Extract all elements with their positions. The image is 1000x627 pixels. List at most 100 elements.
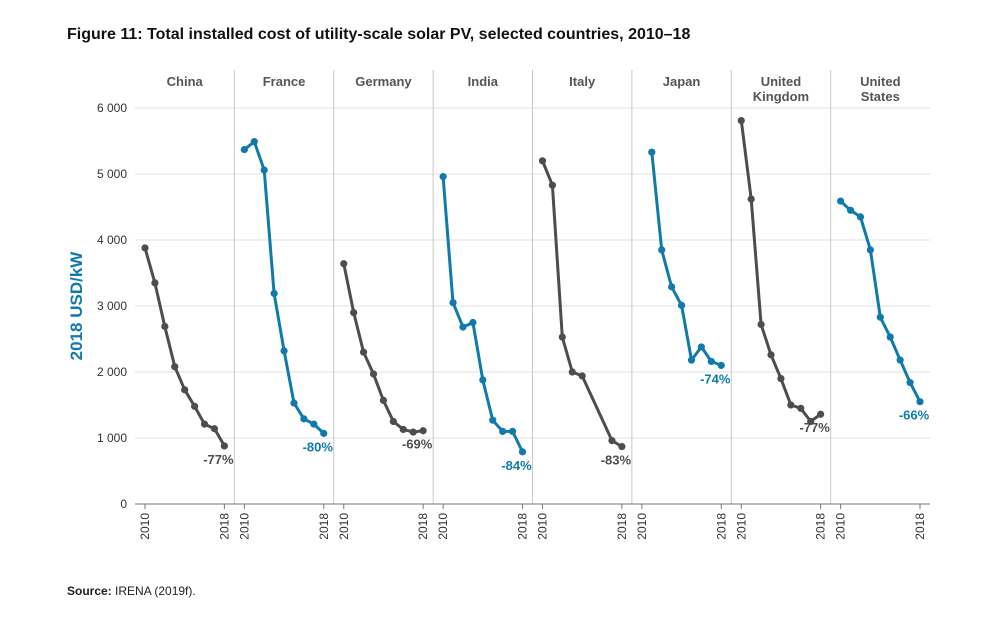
- series-line: [342, 262, 425, 434]
- panel-title: India: [468, 74, 499, 89]
- data-point: [668, 283, 676, 291]
- panel-title: Germany: [355, 74, 412, 89]
- data-point: [767, 351, 775, 359]
- y-tick-label: 6 000: [97, 101, 127, 115]
- labels: 0 1 000 2 000 3 000 4 000 5 000 6 000 2018 USD/…: [67, 74, 930, 540]
- y-tick-label: 1 000: [97, 431, 127, 445]
- x-tick-label: 2010: [834, 513, 848, 540]
- y-tick-label: 4 000: [97, 233, 127, 247]
- change-label: -77%: [203, 452, 234, 467]
- series-line: [143, 246, 226, 448]
- data-point: [797, 404, 805, 412]
- y-tick-label: 3 000: [97, 299, 127, 313]
- data-point: [856, 213, 865, 221]
- data-point: [320, 429, 328, 437]
- panel-title: States: [861, 89, 900, 104]
- data-point: [359, 348, 368, 356]
- series-line: [650, 150, 723, 367]
- x-tick-label: 2010: [734, 513, 748, 540]
- data-point: [737, 116, 745, 125]
- x-tick-label: 2018: [416, 513, 430, 540]
- y-axis-title: 2018 USD/kW: [67, 251, 86, 361]
- data-point: [210, 425, 219, 433]
- data-point: [717, 361, 725, 369]
- data-point: [459, 323, 467, 331]
- data-point: [300, 415, 308, 423]
- data-point: [181, 386, 189, 394]
- data-point: [757, 320, 765, 329]
- data-point: [310, 420, 318, 428]
- x-tick-label: 2018: [317, 513, 331, 540]
- x-tick-label: 2010: [436, 513, 450, 540]
- y-tick-label: 5 000: [97, 167, 127, 181]
- source-text: IRENA (2019f).: [111, 584, 196, 598]
- data-point: [837, 197, 845, 205]
- figure-title: Figure 11: Total installed cost of utili…: [67, 26, 691, 43]
- data-point: [240, 145, 248, 154]
- change-label: -69%: [402, 437, 433, 452]
- data-point: [449, 299, 457, 307]
- data-point: [191, 402, 199, 410]
- source-note: Source: IRENA (2019f).: [67, 584, 196, 598]
- panel-dividers: [233, 70, 832, 504]
- data-point: [141, 244, 149, 252]
- data-point: [508, 427, 517, 435]
- x-tick-label: 2010: [138, 513, 152, 540]
- y-tick-label: 2 000: [97, 365, 127, 379]
- data-point: [469, 318, 477, 327]
- x-tick-label: 2010: [635, 513, 649, 540]
- data-point: [548, 181, 557, 189]
- panel-title: Japan: [663, 74, 701, 89]
- series-line: [541, 159, 624, 449]
- data-point: [369, 370, 378, 378]
- data-point: [608, 437, 616, 445]
- data-point: [350, 309, 358, 317]
- change-label: -77%: [799, 420, 830, 435]
- data-point: [479, 376, 487, 384]
- axes: [135, 503, 930, 509]
- data-point: [489, 416, 497, 424]
- data-point: [886, 333, 894, 341]
- x-tick-label: 2018: [714, 513, 728, 540]
- data-point: [280, 347, 288, 355]
- panel-title: France: [263, 74, 306, 89]
- series: [141, 116, 924, 456]
- panel-title: United: [761, 74, 802, 89]
- data-point: [687, 356, 696, 364]
- data-point: [747, 195, 755, 203]
- data-point: [817, 410, 825, 418]
- change-label: -74%: [700, 371, 731, 386]
- data-point: [906, 378, 914, 387]
- data-point: [439, 173, 447, 181]
- x-tick-label: 2018: [913, 513, 927, 540]
- panel-title: United: [860, 74, 901, 89]
- data-point: [658, 246, 666, 254]
- data-point: [866, 246, 874, 254]
- y-tick-label: 0: [120, 497, 127, 511]
- x-tick-label: 2010: [237, 513, 251, 540]
- data-point: [399, 425, 407, 434]
- data-point: [568, 368, 576, 376]
- x-tick-label: 2018: [814, 513, 828, 540]
- data-point: [290, 399, 298, 407]
- data-point: [707, 357, 715, 366]
- data-point: [807, 417, 815, 426]
- x-tick-label: 2018: [217, 513, 231, 540]
- series-line: [242, 140, 326, 435]
- change-label: -84%: [501, 458, 532, 473]
- data-point: [648, 148, 656, 156]
- data-point: [787, 401, 795, 409]
- x-tick-label: 2010: [536, 513, 550, 540]
- data-point: [260, 166, 268, 174]
- series-line: [441, 175, 524, 454]
- data-point: [151, 279, 159, 287]
- data-point: [379, 396, 388, 404]
- data-point: [200, 420, 209, 428]
- data-point: [578, 372, 586, 380]
- panel-title: Kingdom: [753, 89, 809, 104]
- x-tick-label: 2018: [516, 513, 530, 540]
- data-point: [916, 398, 924, 406]
- data-point: [518, 448, 527, 456]
- data-point: [389, 417, 397, 426]
